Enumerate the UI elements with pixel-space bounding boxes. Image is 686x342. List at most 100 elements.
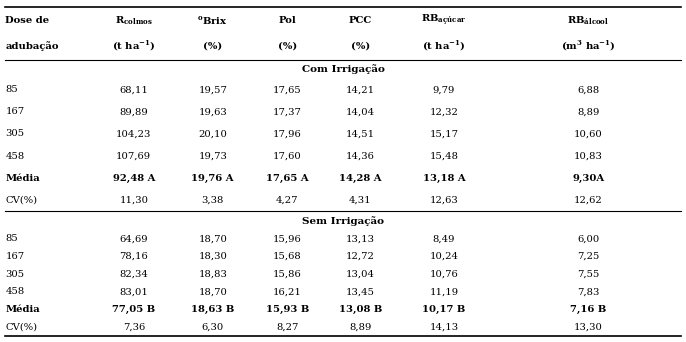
Text: 15,48: 15,48 — [429, 152, 458, 160]
Text: 92,48 A: 92,48 A — [113, 174, 155, 183]
Text: RB$_{\mathregular{açúcar}}$: RB$_{\mathregular{açúcar}}$ — [421, 13, 466, 28]
Text: 6,30: 6,30 — [202, 323, 224, 331]
Text: 104,23: 104,23 — [116, 130, 152, 139]
Text: 4,27: 4,27 — [276, 196, 298, 205]
Text: 305: 305 — [5, 130, 25, 139]
Text: 78,16: 78,16 — [119, 252, 148, 261]
Text: 18,83: 18,83 — [198, 270, 227, 279]
Text: Média: Média — [5, 174, 40, 183]
Text: (%): (%) — [278, 42, 297, 51]
Text: $^{\mathregular{o}}$Brix: $^{\mathregular{o}}$Brix — [198, 14, 228, 27]
Text: 8,27: 8,27 — [276, 323, 298, 331]
Text: 19,76 A: 19,76 A — [191, 174, 234, 183]
Text: 107,69: 107,69 — [116, 152, 152, 160]
Text: Dose de: Dose de — [5, 16, 49, 25]
Text: 6,00: 6,00 — [578, 235, 600, 244]
Text: 11,30: 11,30 — [119, 196, 148, 205]
Text: 15,17: 15,17 — [429, 130, 458, 139]
Text: (m$^{\mathregular{3}}$ ha$^{\mathregular{-1}}$): (m$^{\mathregular{3}}$ ha$^{\mathregular… — [561, 39, 616, 53]
Text: 14,36: 14,36 — [346, 152, 375, 160]
Text: 10,17 B: 10,17 B — [422, 305, 466, 314]
Text: 13,18 A: 13,18 A — [423, 174, 465, 183]
Text: 19,57: 19,57 — [198, 85, 227, 94]
Text: 10,60: 10,60 — [574, 130, 603, 139]
Text: 17,37: 17,37 — [273, 107, 302, 116]
Text: 13,45: 13,45 — [346, 287, 375, 296]
Text: 77,05 B: 77,05 B — [113, 305, 155, 314]
Text: 18,30: 18,30 — [198, 252, 227, 261]
Text: 18,70: 18,70 — [198, 235, 227, 244]
Text: 16,21: 16,21 — [273, 287, 302, 296]
Text: 19,63: 19,63 — [198, 107, 227, 116]
Text: 4,31: 4,31 — [349, 196, 372, 205]
Text: 458: 458 — [5, 152, 25, 160]
Text: (t ha$^{\mathregular{-1}}$): (t ha$^{\mathregular{-1}}$) — [112, 39, 156, 53]
Text: 167: 167 — [5, 107, 25, 116]
Text: 15,86: 15,86 — [273, 270, 302, 279]
Text: 15,93 B: 15,93 B — [265, 305, 309, 314]
Text: R$_{\mathregular{colmos}}$: R$_{\mathregular{colmos}}$ — [115, 14, 152, 27]
Text: 64,69: 64,69 — [119, 235, 148, 244]
Text: 167: 167 — [5, 252, 25, 261]
Text: 14,21: 14,21 — [346, 85, 375, 94]
Text: PCC: PCC — [349, 16, 372, 25]
Text: 68,11: 68,11 — [119, 85, 148, 94]
Text: 7,25: 7,25 — [578, 252, 600, 261]
Text: 13,08 B: 13,08 B — [339, 305, 382, 314]
Text: 14,13: 14,13 — [429, 323, 458, 331]
Text: 7,36: 7,36 — [123, 323, 145, 331]
Text: Pol: Pol — [279, 16, 296, 25]
Text: 7,55: 7,55 — [578, 270, 600, 279]
Text: 11,19: 11,19 — [429, 287, 458, 296]
Text: 6,88: 6,88 — [578, 85, 600, 94]
Text: 10,76: 10,76 — [429, 270, 458, 279]
Text: (%): (%) — [351, 42, 370, 51]
Text: 14,04: 14,04 — [346, 107, 375, 116]
Text: adubação: adubação — [5, 41, 59, 51]
Text: 17,96: 17,96 — [273, 130, 302, 139]
Text: 305: 305 — [5, 270, 25, 279]
Text: 15,96: 15,96 — [273, 235, 302, 244]
Text: (%): (%) — [203, 42, 222, 51]
Text: Média: Média — [5, 305, 40, 314]
Text: 85: 85 — [5, 235, 19, 244]
Text: 13,13: 13,13 — [346, 235, 375, 244]
Text: 9,30A: 9,30A — [573, 174, 604, 183]
Text: 17,65: 17,65 — [273, 85, 302, 94]
Text: 13,30: 13,30 — [574, 323, 603, 331]
Text: 7,16 B: 7,16 B — [571, 305, 606, 314]
Text: 82,34: 82,34 — [119, 270, 148, 279]
Text: 18,70: 18,70 — [198, 287, 227, 296]
Text: 14,51: 14,51 — [346, 130, 375, 139]
Text: 17,65 A: 17,65 A — [266, 174, 309, 183]
Text: 85: 85 — [5, 85, 19, 94]
Text: 14,28 A: 14,28 A — [340, 174, 381, 183]
Text: 3,38: 3,38 — [202, 196, 224, 205]
Text: 9,79: 9,79 — [433, 85, 455, 94]
Text: 8,89: 8,89 — [349, 323, 372, 331]
Text: 12,62: 12,62 — [574, 196, 603, 205]
Text: 10,24: 10,24 — [429, 252, 458, 261]
Text: 20,10: 20,10 — [198, 130, 227, 139]
Text: CV(%): CV(%) — [5, 196, 38, 205]
Text: CV(%): CV(%) — [5, 323, 38, 331]
Text: 7,83: 7,83 — [578, 287, 600, 296]
Text: 12,32: 12,32 — [429, 107, 458, 116]
Text: 18,63 B: 18,63 B — [191, 305, 235, 314]
Text: 19,73: 19,73 — [198, 152, 227, 160]
Text: 12,72: 12,72 — [346, 252, 375, 261]
Text: RB$_{\mathregular{álcool}}$: RB$_{\mathregular{álcool}}$ — [567, 14, 610, 27]
Text: 13,04: 13,04 — [346, 270, 375, 279]
Text: 12,63: 12,63 — [429, 196, 458, 205]
Text: 15,68: 15,68 — [273, 252, 302, 261]
Text: 17,60: 17,60 — [273, 152, 302, 160]
Text: Com Irrigação: Com Irrigação — [302, 64, 384, 74]
Text: 10,83: 10,83 — [574, 152, 603, 160]
Text: 83,01: 83,01 — [119, 287, 148, 296]
Text: (t ha$^{\mathregular{-1}}$): (t ha$^{\mathregular{-1}}$) — [422, 39, 466, 53]
Text: 458: 458 — [5, 287, 25, 296]
Text: Sem Irrigação: Sem Irrigação — [302, 215, 384, 226]
Text: 89,89: 89,89 — [119, 107, 148, 116]
Text: 8,89: 8,89 — [578, 107, 600, 116]
Text: 8,49: 8,49 — [433, 235, 455, 244]
